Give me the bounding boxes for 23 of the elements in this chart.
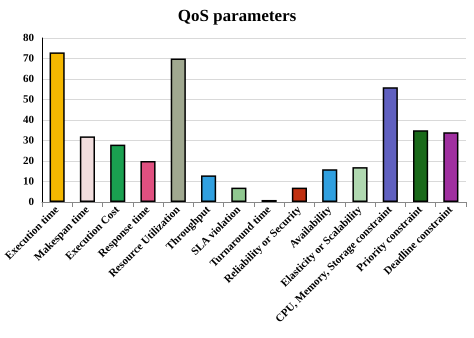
bar <box>443 132 458 202</box>
bar <box>292 188 307 202</box>
bar <box>140 161 156 202</box>
bar <box>50 52 65 202</box>
bar <box>231 188 246 202</box>
y-tick-label: 30 <box>23 134 34 146</box>
bar <box>201 175 216 202</box>
chart-title: QoS parameters <box>178 6 297 25</box>
bar <box>110 144 126 202</box>
y-tick-label: 50 <box>23 94 34 106</box>
y-tick-label: 70 <box>23 52 34 64</box>
bar <box>80 136 95 202</box>
bar <box>352 167 368 202</box>
bar <box>322 169 338 202</box>
y-tick-label: 20 <box>23 155 34 167</box>
y-tick-label: 80 <box>23 32 34 44</box>
bar <box>170 58 186 202</box>
bar <box>382 87 398 202</box>
bar <box>413 130 428 202</box>
y-tick-label: 0 <box>28 196 34 208</box>
y-tick-label: 40 <box>23 114 34 126</box>
y-tick-label: 10 <box>23 176 34 188</box>
y-tick-label: 60 <box>23 73 34 85</box>
